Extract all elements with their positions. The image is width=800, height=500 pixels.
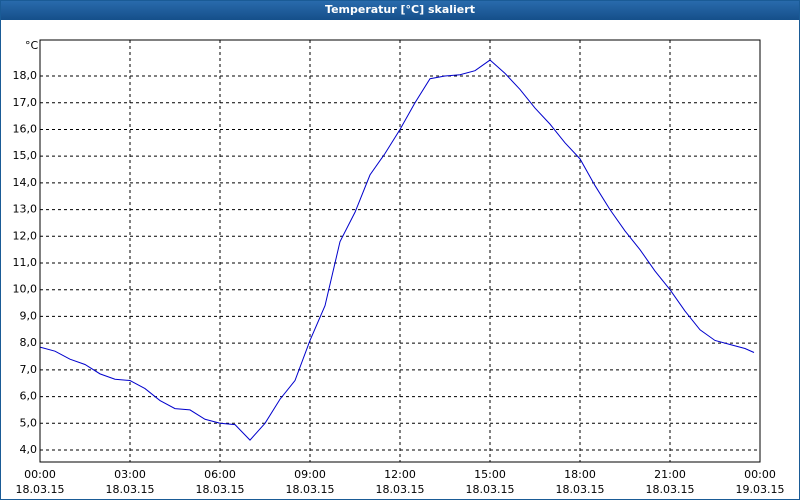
y-tick-label: 17,0: [13, 96, 38, 109]
x-tick-label: 00:00: [744, 468, 776, 481]
x-tick-label: 18:00: [564, 468, 596, 481]
chart-title: Temperatur [°C] skaliert: [325, 3, 475, 16]
x-tick-label: 03:00: [114, 468, 146, 481]
x-tick-label: 09:00: [294, 468, 326, 481]
y-tick-label: 9,0: [20, 309, 38, 322]
y-tick-label: 12,0: [13, 229, 38, 242]
plot-area: 4,0 5,0 6,0 7,0 8,0 9,0 10,0 11,0 12,0 13,0 14,0 15…: [13, 40, 785, 496]
y-tick-label: 4,0: [20, 443, 38, 456]
y-tick-label: 5,0: [20, 416, 38, 429]
x-tick-date: 18.03.15: [196, 483, 245, 496]
data-line: [39, 59, 755, 441]
x-tick-label: 06:00: [204, 468, 236, 481]
x-tick-date: 18.03.15: [106, 483, 155, 496]
y-axis-label: °C: [25, 39, 39, 52]
x-tick-date: 18.03.15: [286, 483, 335, 496]
x-tick-date: 18.03.15: [466, 483, 515, 496]
x-tick-date: 18.03.15: [556, 483, 605, 496]
y-tick-label: 16,0: [13, 122, 38, 135]
x-tick-date: 18.03.15: [16, 483, 65, 496]
x-tick-label: 15:00: [474, 468, 506, 481]
y-tick-label: 8,0: [20, 336, 38, 349]
x-tick-date: 18.03.15: [376, 483, 425, 496]
y-tick-label: 11,0: [13, 256, 38, 269]
y-tick-label: 13,0: [13, 203, 38, 216]
x-tick-label: 12:00: [384, 468, 416, 481]
y-tick-label: 14,0: [13, 176, 38, 189]
y-tick-label: 18,0: [13, 69, 38, 82]
y-tick-label: 6,0: [20, 390, 38, 403]
x-tick-date: 19.03.15: [736, 483, 785, 496]
x-tick-label: 00:00: [24, 468, 56, 481]
x-tick-date: 18.03.15: [646, 483, 695, 496]
y-tick-label: 7,0: [20, 363, 38, 376]
y-tick-label: 10,0: [13, 283, 38, 296]
title-bar: [0, 0, 800, 20]
plot-border: [39, 39, 761, 463]
x-tick-label: 21:00: [654, 468, 686, 481]
y-tick-label: 15,0: [13, 149, 38, 162]
